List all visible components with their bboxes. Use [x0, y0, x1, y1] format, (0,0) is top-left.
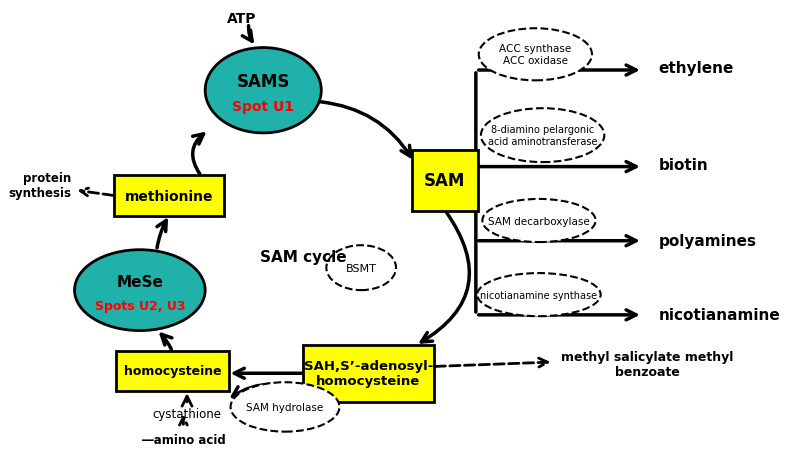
- Text: ethylene: ethylene: [659, 61, 734, 76]
- Text: nicotianamine: nicotianamine: [659, 308, 780, 322]
- Text: ACC synthase
ACC oxidase: ACC synthase ACC oxidase: [499, 44, 572, 66]
- Text: ATP: ATP: [227, 12, 256, 26]
- Text: Spot U1: Spot U1: [232, 100, 295, 114]
- Text: SAM hydrolase: SAM hydrolase: [247, 402, 324, 412]
- Text: SAM cycle: SAM cycle: [259, 249, 346, 264]
- Text: nicotianamine synthase: nicotianamine synthase: [481, 290, 598, 300]
- Ellipse shape: [478, 273, 601, 317]
- Ellipse shape: [482, 199, 595, 243]
- Ellipse shape: [75, 250, 205, 331]
- Ellipse shape: [326, 246, 396, 290]
- Text: methionine: methionine: [125, 189, 213, 203]
- Ellipse shape: [481, 109, 604, 163]
- Text: ―amino acid: ―amino acid: [142, 433, 225, 446]
- FancyBboxPatch shape: [114, 176, 224, 217]
- FancyBboxPatch shape: [412, 150, 478, 211]
- Ellipse shape: [478, 29, 592, 81]
- Text: cystathione: cystathione: [153, 407, 221, 420]
- Ellipse shape: [205, 48, 322, 133]
- FancyBboxPatch shape: [302, 345, 434, 402]
- Text: Spots U2, U3: Spots U2, U3: [95, 299, 185, 312]
- Text: BSMT: BSMT: [345, 263, 377, 273]
- Text: SAM decarboxylase: SAM decarboxylase: [488, 216, 590, 226]
- Text: 8-diamino pelargonic
acid aminotransferase: 8-diamino pelargonic acid aminotransfera…: [488, 125, 597, 147]
- Text: homocysteine: homocysteine: [123, 365, 221, 377]
- Text: polyamines: polyamines: [659, 234, 757, 249]
- Text: MeSe: MeSe: [116, 274, 163, 289]
- Text: methyl salicylate methyl
benzoate: methyl salicylate methyl benzoate: [560, 350, 733, 378]
- Text: SAMS: SAMS: [236, 73, 290, 91]
- Text: SAH,S’-adenosyl-
homocysteine: SAH,S’-adenosyl- homocysteine: [304, 359, 433, 387]
- FancyBboxPatch shape: [116, 351, 229, 391]
- Text: biotin: biotin: [659, 157, 708, 172]
- Text: protein
synthesis: protein synthesis: [8, 171, 71, 199]
- Text: SAM: SAM: [424, 172, 466, 190]
- Ellipse shape: [231, 382, 339, 432]
